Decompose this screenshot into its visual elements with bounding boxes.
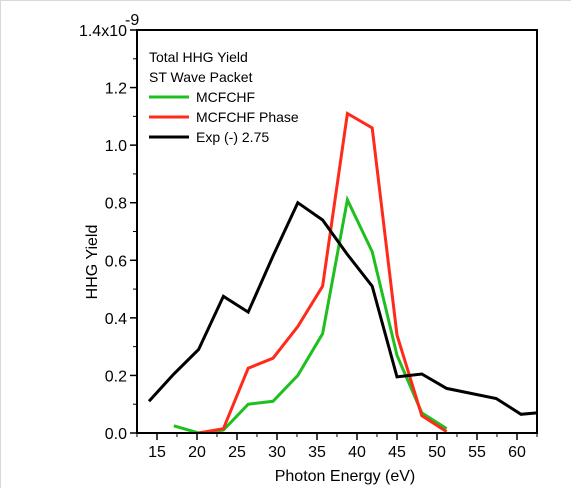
x-tick-label: 15 [148, 444, 166, 461]
y-exponent-label: -9 [125, 12, 139, 29]
y-tick-label: 1.2 [105, 81, 127, 98]
frame-line-left [0, 0, 1, 488]
x-tick-label: 50 [428, 444, 446, 461]
series-line-2 [147, 200, 537, 416]
legend-title-line: ST Wave Packet [149, 69, 253, 85]
series-line-1 [198, 111, 448, 433]
x-tick-label: 20 [188, 444, 206, 461]
x-tick-label: 30 [268, 444, 286, 461]
y-tick-label: 0.0 [105, 426, 127, 443]
legend-title-line: Total HHG Yield [149, 49, 248, 65]
y-tick-label: 0.8 [105, 196, 127, 213]
x-axis-title: Photon Energy (eV) [275, 468, 416, 485]
legend: Total HHG Yield ST Wave Packet MCFCHF MCFCH… [149, 49, 299, 145]
ticks-layer: 15 20 25 30 35 40 45 50 55 60 0.0 0.2 0.4 0.6 0.8 1.0 1.… [79, 12, 538, 461]
y-tick-label: 1.0 [105, 138, 127, 155]
x-tick-label: 35 [308, 444, 326, 461]
y-axis-title: HHG Yield [84, 225, 101, 300]
x-tick-label: 40 [348, 444, 366, 461]
x-tick-label: 60 [508, 444, 526, 461]
series-layer [147, 111, 537, 433]
y-tick-label: 0.4 [105, 311, 127, 328]
x-tick-label: 25 [228, 444, 246, 461]
legend-label-0: MCFCHF [196, 89, 255, 105]
y-tick-label: 0.2 [105, 368, 127, 385]
y-tick-label: 1.4x10 [79, 23, 127, 40]
legend-label-2: Exp (-) 2.75 [196, 129, 269, 145]
frame-line-top [0, 0, 571, 1]
x-tick-label: 55 [468, 444, 486, 461]
x-tick-label: 45 [388, 444, 406, 461]
legend-label-1: MCFCHF Phase [196, 109, 299, 125]
y-tick-label: 0.6 [105, 253, 127, 270]
